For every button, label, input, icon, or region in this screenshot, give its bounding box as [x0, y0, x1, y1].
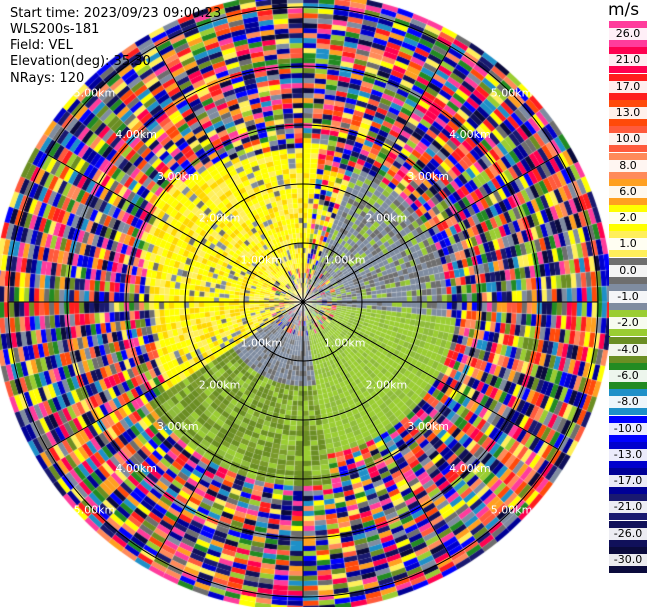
colorbar-tick-label: -8.0	[609, 396, 647, 409]
colorbar-tick-label: -21.0	[609, 501, 647, 514]
colorbar-tick-label: -6.0	[609, 369, 647, 382]
site-label: WLS200s-181	[10, 22, 100, 37]
colorbar-tick-label: -2.0	[609, 317, 647, 330]
colorbar-tick-label: -1.0	[609, 291, 647, 303]
colorbar-tick-label: -10.0	[609, 422, 647, 435]
start-time-label: Start time: 2023/09/23 09:00:23	[10, 6, 222, 21]
colorbar-tick-label: 1.0	[609, 238, 647, 251]
colorbar-tick-label: 10.0	[609, 133, 647, 146]
colorbar-tick-label: -17.0	[609, 475, 647, 488]
colorbar-tick-label: 17.0	[609, 80, 647, 93]
colorbar-tick-label: -26.0	[609, 527, 647, 540]
colorbar-tick-label: 26.0	[609, 28, 647, 40]
colorbar-tick-label: 0.0	[609, 264, 647, 277]
colorbar-tick-label: 8.0	[609, 159, 647, 172]
colorbar-tick-label: 2.0	[609, 212, 647, 225]
colorbar-tick-label: 13.0	[609, 106, 647, 119]
colorbar-tick-label: -13.0	[609, 448, 647, 461]
field-label: Field: VEL	[10, 38, 73, 53]
colorbar-unit: m/s	[608, 0, 640, 20]
colorbar-tick-label: -4.0	[609, 343, 647, 356]
colorbar-tick-label: 21.0	[609, 54, 647, 67]
elevation-label: Elevation(deg): 35.30	[10, 54, 151, 69]
colorbar-tick-label: 6.0	[609, 185, 647, 198]
colorbar-tick-label: -30.0	[609, 554, 647, 566]
nrays-label: NRays: 120	[10, 71, 85, 86]
